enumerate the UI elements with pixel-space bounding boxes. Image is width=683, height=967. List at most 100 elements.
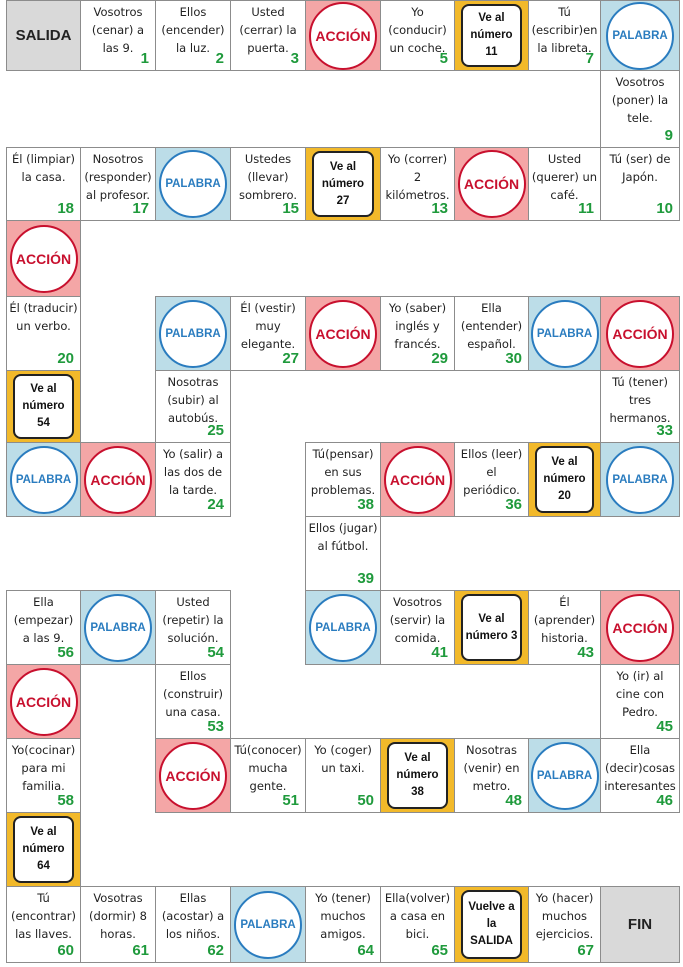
square-prompt: Yo (conducir) un coche. — [388, 5, 447, 55]
square-43: Él (aprender) historia. 43 — [528, 590, 601, 665]
palabra-badge: PALABRA — [606, 445, 674, 514]
square-46: Ella (decir)cosas interesantes 46 — [600, 738, 680, 813]
square-number: 24 — [207, 496, 224, 513]
square-number: 10 — [656, 200, 673, 217]
square-prompt: Nosotros (responder) al profesor. — [84, 152, 152, 202]
accion-badge: ACCIÓN — [606, 593, 674, 662]
square-38: Tú(pensar) en sus problemas. 38 — [305, 442, 381, 517]
square-number: 36 — [505, 496, 522, 513]
square-prompt: Yo (tener) muchos amigos. — [315, 891, 371, 941]
square-61: Vosotras (dormir) 8 horas. 61 — [80, 886, 156, 963]
square-prompt: Yo(cocinar) para mi familia. — [11, 743, 76, 793]
goto-cell: Ve al número 64 — [6, 812, 81, 887]
square-number: 56 — [57, 644, 74, 661]
square-prompt: Ellos (construir) una casa. — [162, 669, 224, 719]
accion-badge: ACCIÓN — [457, 150, 526, 218]
square-prompt: Yo (hacer) muchos ejercicios. — [535, 891, 594, 941]
square-48: Nosotras (venir) en metro. 48 — [454, 738, 529, 813]
square-number: 41 — [431, 644, 448, 661]
square-number: 1 — [140, 50, 149, 67]
square-prompt: Ella(volver) a casa en bici. — [384, 891, 451, 941]
square-number: 60 — [57, 942, 74, 959]
palabra-badge: PALABRA — [530, 299, 599, 368]
accion-cell: ACCIÓN — [6, 664, 81, 739]
palabra-badge: PALABRA — [234, 890, 302, 959]
square-prompt: Yo (ir) al cine con Pedro. — [615, 669, 665, 719]
square-33: Tú (tener) tres hermanos. 33 — [600, 370, 680, 443]
square-number: 39 — [357, 570, 374, 587]
palabra-badge: PALABRA — [530, 741, 599, 810]
square-prompt: Él (aprender) historia. — [533, 595, 596, 645]
square-prompt: Yo (coger) un taxi. — [314, 743, 372, 775]
square-number: 29 — [431, 350, 448, 367]
goto-cell: Ve al número 20 — [528, 442, 601, 517]
square-7: Tú (escribir)en la libreta. 7 — [528, 0, 601, 71]
accion-badge: ACCIÓN — [606, 299, 674, 368]
square-number: 25 — [207, 422, 224, 439]
accion-badge: ACCIÓN — [9, 667, 78, 736]
square-15: Ustedes (llevar) sombrero. 15 — [230, 147, 306, 221]
square-20: Él (traducir) un verbo. 20 — [6, 296, 81, 371]
start-cell: SALIDA — [6, 0, 81, 71]
square-prompt: Tú(pensar) en sus problemas. — [310, 447, 376, 497]
square-number: 11 — [578, 200, 594, 217]
palabra-cell: PALABRA — [600, 0, 680, 71]
goto-card: Ve al número 20 — [535, 446, 594, 513]
accion-badge: ACCIÓN — [383, 445, 452, 514]
goto-card: Ve al número 38 — [387, 742, 448, 809]
square-3: Usted (cerrar) la puerta. 3 — [230, 0, 306, 71]
palabra-badge: PALABRA — [9, 445, 78, 514]
square-number: 7 — [585, 50, 594, 67]
square-prompt: Usted (querer) un café. — [531, 152, 598, 202]
square-56: Ella (empezar) a las 9. 56 — [6, 590, 81, 665]
square-number: 20 — [57, 350, 74, 367]
palabra-badge: PALABRA — [84, 593, 152, 662]
palabra-cell: PALABRA — [155, 147, 231, 221]
square-prompt: Ellos (leer) el periódico. — [460, 447, 523, 497]
goto-card: Ve al número 64 — [13, 816, 74, 883]
square-prompt: Yo (salir) a las dos de la tarde. — [162, 447, 224, 497]
square-27: Él (vestir) muy elegante. 27 — [230, 296, 306, 371]
square-number: 33 — [656, 422, 673, 439]
square-prompt: Vosotros (cenar) a las 9. — [91, 5, 145, 55]
accion-badge: ACCIÓN — [9, 224, 78, 293]
square-prompt: Él (limpiar) la casa. — [12, 152, 75, 184]
square-number: 65 — [431, 942, 448, 959]
palabra-cell: PALABRA — [6, 442, 81, 517]
square-50: Yo (coger) un taxi. 50 — [305, 738, 381, 813]
square-number: 13 — [431, 200, 448, 217]
square-number: 62 — [207, 942, 224, 959]
square-39: Ellos (jugar) al fútbol. 39 — [305, 516, 381, 591]
square-number: 2 — [215, 50, 224, 67]
palabra-cell: PALABRA — [305, 590, 381, 665]
square-number: 46 — [656, 792, 673, 809]
square-number: 18 — [57, 200, 74, 217]
square-2: Ellos (encender) la luz. 2 — [155, 0, 231, 71]
square-number: 58 — [57, 792, 74, 809]
palabra-cell: PALABRA — [230, 886, 306, 963]
square-10: Tú (ser) de Japón. 10 — [600, 147, 680, 221]
square-1: Vosotros (cenar) a las 9. 1 — [80, 0, 156, 71]
square-prompt: Ella (empezar) a las 9. — [13, 595, 74, 645]
square-prompt: Ellas (acostar) a los niños. — [161, 891, 225, 941]
palabra-badge: PALABRA — [159, 299, 227, 368]
accion-cell: ACCIÓN — [155, 738, 231, 813]
square-number: 27 — [282, 350, 299, 367]
square-29: Yo (saber) inglés y francés. 29 — [380, 296, 455, 371]
square-number: 38 — [357, 496, 374, 513]
accion-cell: ACCIÓN — [600, 296, 680, 371]
square-17: Nosotros (responder) al profesor. 17 — [80, 147, 156, 221]
square-prompt: Ustedes (llevar) sombrero. — [238, 152, 298, 202]
square-41: Vosotros (servir) la comida. 41 — [380, 590, 455, 665]
square-number: 51 — [282, 792, 299, 809]
square-prompt: Ella (decir)cosas interesantes — [604, 743, 676, 793]
square-24: Yo (salir) a las dos de la tarde. 24 — [155, 442, 231, 517]
square-number: 64 — [357, 942, 374, 959]
accion-badge: ACCIÓN — [159, 741, 227, 810]
square-number: 48 — [505, 792, 522, 809]
square-67: Yo (hacer) muchos ejercicios. 67 — [528, 886, 601, 963]
square-30: Ella (entender) español. 30 — [454, 296, 529, 371]
square-53: Ellos (construir) una casa. 53 — [155, 664, 231, 739]
square-number: 61 — [132, 942, 149, 959]
